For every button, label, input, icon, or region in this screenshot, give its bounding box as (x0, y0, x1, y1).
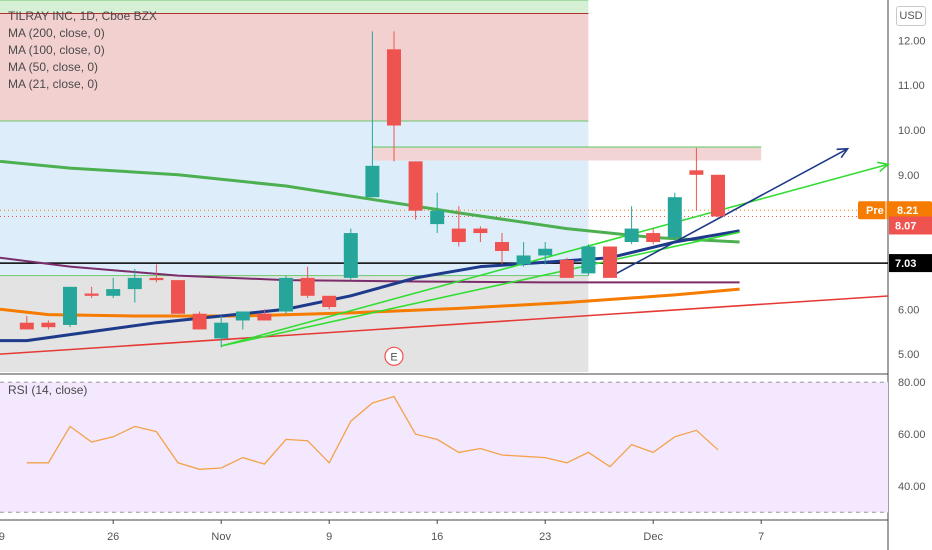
candle-body (63, 286, 77, 325)
rsi-tick-label: 60.00 (898, 429, 926, 441)
candle-body (365, 165, 380, 198)
candle-body (84, 293, 99, 296)
rsi-line (26, 395, 719, 470)
candle-body (279, 277, 293, 312)
zone-resistance (372, 147, 762, 161)
rsi-legend: RSI (14, close) (8, 383, 88, 397)
price-tick-label: 9.00 (898, 170, 919, 182)
candle-body (516, 255, 531, 265)
candle-body (559, 259, 574, 278)
pre-badge-value: 8.21 (897, 205, 918, 217)
trend-arrow-head (836, 147, 850, 159)
candle-body (689, 170, 704, 175)
time-tick-label: 16 (431, 531, 443, 543)
candle-body (257, 313, 272, 321)
candle-body (192, 313, 207, 330)
candle-body (19, 322, 34, 330)
candle-body (624, 228, 639, 243)
candle-body (711, 174, 725, 217)
time-tick-label: 7 (758, 531, 764, 543)
candle-body (149, 277, 164, 281)
candle-body (430, 210, 445, 225)
candle-body (214, 322, 229, 339)
ma50-legend: MA (50, close, 0) (8, 60, 99, 74)
trend-line-green2 (221, 231, 740, 347)
time-tick-label: 23 (539, 531, 551, 543)
time-tick-label: Dec (643, 531, 663, 543)
time-tick-label: 19 (0, 531, 5, 543)
candle-body (322, 295, 337, 308)
ma50-line (0, 287, 740, 318)
candle-body (343, 233, 358, 278)
earnings-marker (384, 346, 404, 366)
candle-body (667, 197, 682, 238)
price-tick-label: 12.00 (898, 35, 926, 47)
candle-body (408, 161, 423, 211)
ma100-legend: MA (100, close, 0) (8, 43, 105, 57)
candle-body (603, 246, 617, 278)
zone-green (0, 0, 589, 14)
price-badge (889, 254, 932, 273)
currency-label[interactable]: USD (896, 6, 926, 26)
ma200-legend: MA (200, close, 0) (8, 26, 105, 40)
candle-body (451, 228, 466, 243)
candle-body (387, 49, 401, 126)
zone-gray (0, 275, 589, 372)
candle-body (171, 280, 185, 314)
trend-line-green (220, 163, 889, 347)
price-tick-label: 5.00 (898, 349, 919, 361)
price-badge-value: 7.03 (895, 258, 916, 270)
trend-line-red (0, 295, 889, 355)
time-tick-label: 9 (326, 531, 332, 543)
rsi-tick-label: 80.00 (898, 377, 926, 389)
candle-body (41, 322, 56, 328)
trend-line-blue (609, 148, 848, 278)
pre-badge-label: Pre (866, 205, 884, 217)
candle-body (646, 233, 661, 243)
price-badge-value: 8.07 (895, 220, 916, 232)
price-tick-label: 6.00 (898, 304, 919, 316)
rsi-tick-label: 40.00 (898, 481, 926, 493)
time-tick-label: 26 (107, 531, 119, 543)
ma21-legend: MA (21, close, 0) (8, 77, 99, 91)
chart-title: TILRAY INC, 1D, Cboe BZX (8, 9, 157, 23)
candle-body (473, 228, 488, 234)
price-tick-label: 11.00 (898, 80, 925, 92)
candle-body (235, 311, 250, 321)
rsi-band (0, 382, 888, 513)
price-badge (889, 216, 932, 235)
candle-body (495, 242, 509, 251)
candle-body (581, 246, 596, 274)
trend-arrow-head (877, 161, 890, 173)
candle-body (106, 289, 121, 296)
ma200-line (0, 159, 740, 244)
zone-blue (0, 121, 589, 276)
candle-body (300, 277, 315, 296)
candle-body (127, 277, 142, 290)
candle-body (538, 248, 553, 256)
earnings-marker-label: E (390, 351, 397, 363)
pre-badge (858, 201, 932, 220)
time-tick-label: Nov (211, 531, 231, 543)
zone-red (0, 13, 589, 122)
price-tick-label: 10.00 (898, 125, 926, 137)
